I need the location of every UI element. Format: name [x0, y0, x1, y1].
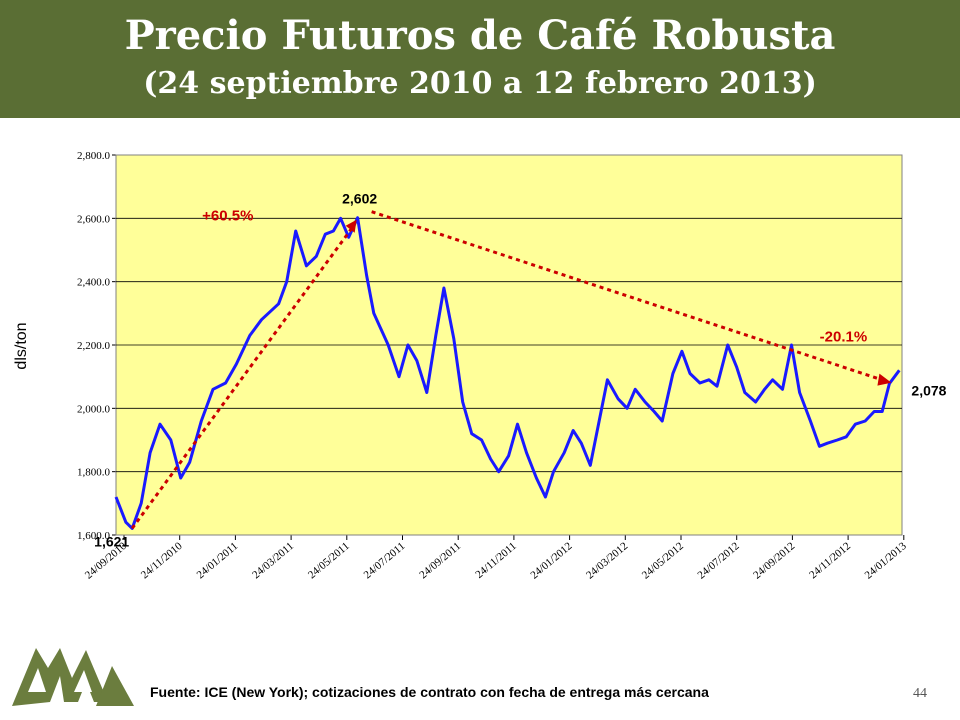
x-tick-label: 24/11/2010	[139, 540, 185, 581]
x-tick-label: 24/11/2011	[473, 540, 518, 581]
y-tick-label: 1,600.0	[77, 530, 111, 542]
y-axis-label: dls/ton	[13, 322, 30, 369]
annotation-label: 2,602	[342, 191, 377, 207]
annotation-label: +60.5%	[202, 207, 253, 224]
title-banner: Precio Futuros de Café Robusta (24 septi…	[0, 0, 960, 118]
x-tick-label: 24/05/2012	[640, 540, 686, 581]
y-tick-label: 2,800.0	[77, 150, 111, 162]
x-tick-label: 24/03/2011	[250, 540, 296, 581]
y-tick-label: 2,400.0	[77, 277, 111, 289]
x-tick-label: 24/03/2012	[584, 540, 630, 581]
x-tick-label: 24/07/2011	[362, 540, 408, 581]
x-tick-label: 24/07/2012	[696, 540, 742, 581]
x-tick-label: 24/05/2011	[306, 540, 352, 581]
page-subtitle: (24 septiembre 2010 a 12 febrero 2013)	[143, 66, 817, 101]
annotation-label: 2,078	[911, 383, 946, 399]
arrowhead	[877, 373, 892, 386]
trend-arrow-down	[371, 210, 882, 382]
trend-arrow-up	[130, 224, 355, 530]
source-note: Fuente: ICE (New York); cotizaciones de …	[150, 684, 709, 700]
x-tick-label: 24/09/2012	[751, 540, 797, 581]
x-tick-label: 24/11/2012	[807, 540, 853, 581]
y-tick-label: 1,800.0	[77, 467, 111, 479]
price-series-line	[114, 216, 901, 530]
annotation-label: 1,621	[94, 533, 129, 549]
y-tick-label: 2,000.0	[77, 403, 111, 415]
annotation-label: -20.1%	[820, 329, 868, 346]
page-title: Precio Futuros de Café Robusta	[124, 12, 836, 59]
y-tick-label: 2,600.0	[77, 213, 111, 225]
page-number: 44	[913, 686, 927, 701]
x-tick-label: 24/01/2012	[528, 540, 574, 581]
x-tick-label: 24/01/2013	[863, 540, 909, 582]
y-tick-label: 2,200.0	[77, 340, 111, 352]
price-chart: 1,600.0 1,800.0 2,000.0 2,200.0 2,400.0 2,600…	[13, 150, 947, 582]
x-tick-label: 24/01/2011	[195, 540, 241, 581]
logo-icon	[12, 648, 134, 706]
arrowhead	[345, 219, 357, 233]
x-tick-label: 24/09/2011	[417, 540, 463, 581]
